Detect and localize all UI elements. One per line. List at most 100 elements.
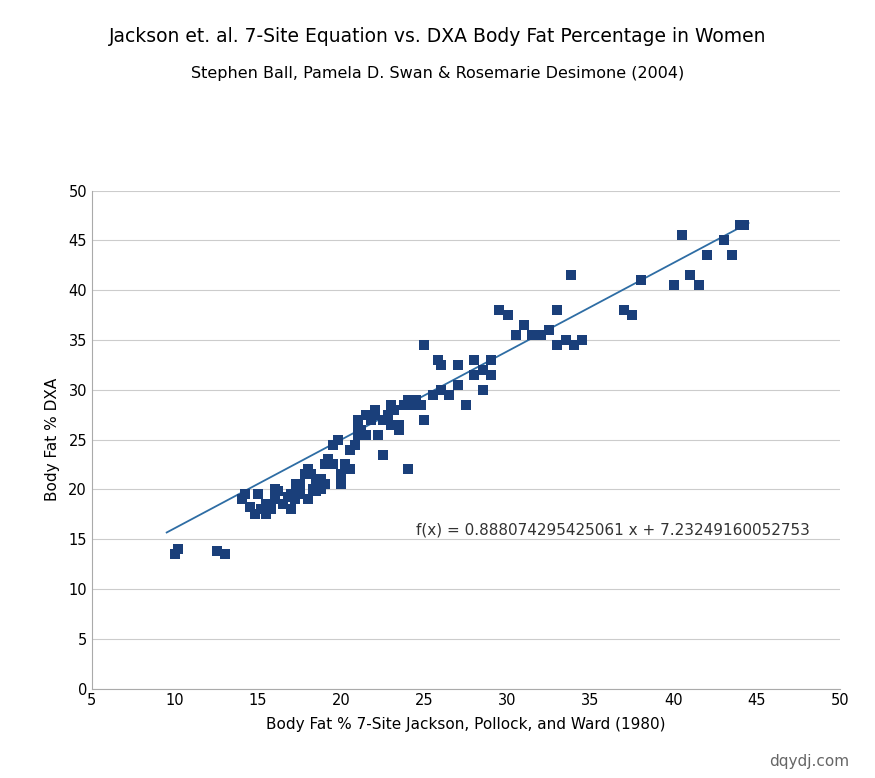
Point	[467, 354, 481, 366]
Point	[318, 458, 332, 471]
Point	[451, 359, 465, 371]
Point	[564, 269, 578, 282]
Point	[243, 501, 257, 513]
Point	[343, 443, 357, 456]
Text: Stephen Ball, Pamela D. Swan & Rosemarie Desimone (2004): Stephen Ball, Pamela D. Swan & Rosemarie…	[191, 66, 684, 81]
Point	[401, 394, 415, 406]
Point	[676, 230, 690, 242]
Point	[334, 468, 348, 481]
Point	[251, 488, 265, 500]
Point	[310, 473, 324, 485]
Point	[724, 249, 738, 261]
Point	[430, 354, 444, 366]
Point	[484, 369, 498, 381]
Point	[534, 329, 548, 342]
Point	[434, 359, 448, 371]
Point	[404, 398, 418, 411]
Point	[617, 304, 631, 317]
Point	[334, 478, 348, 491]
Point	[443, 388, 457, 401]
X-axis label: Body Fat % 7-Site Jackson, Pollock, and Ward (1980): Body Fat % 7-Site Jackson, Pollock, and …	[266, 717, 666, 732]
Point	[376, 413, 390, 426]
Point	[255, 503, 269, 516]
Point	[717, 234, 731, 247]
Point	[238, 488, 252, 500]
Point	[276, 498, 290, 510]
Point	[364, 413, 378, 426]
Point	[248, 508, 262, 520]
Point	[414, 398, 428, 411]
Point	[517, 319, 531, 331]
Point	[354, 423, 368, 436]
Point	[410, 394, 423, 406]
Point	[451, 379, 465, 391]
Point	[459, 398, 473, 411]
Point	[281, 491, 295, 503]
Point	[314, 483, 328, 496]
Point	[467, 369, 481, 381]
Point	[576, 334, 590, 346]
Point	[360, 408, 374, 421]
Point	[381, 408, 395, 421]
Point	[288, 493, 302, 506]
Point	[492, 304, 506, 317]
Point	[567, 338, 581, 351]
Point	[268, 483, 282, 496]
Point	[172, 543, 186, 555]
Point	[426, 388, 440, 401]
Point	[733, 219, 747, 232]
Point	[384, 398, 398, 411]
Point	[306, 483, 320, 496]
Point	[683, 269, 697, 282]
Point	[292, 478, 307, 491]
Point	[550, 338, 564, 351]
Point	[397, 398, 411, 411]
Point	[290, 478, 304, 491]
Text: Jackson et. al. 7-Site Equation vs. DXA Body Fat Percentage in Women: Jackson et. al. 7-Site Equation vs. DXA …	[108, 27, 766, 46]
Point	[351, 419, 365, 431]
Text: f(x) = 0.888074295425061 x + 7.23249160052753: f(x) = 0.888074295425061 x + 7.232491600…	[416, 522, 810, 537]
Point	[401, 463, 415, 475]
Point	[371, 429, 385, 441]
Point	[542, 324, 556, 336]
Point	[351, 429, 365, 441]
Point	[218, 548, 232, 560]
Point	[434, 384, 448, 396]
Point	[298, 468, 311, 481]
Point	[271, 485, 285, 498]
Point	[692, 279, 706, 292]
Point	[509, 329, 523, 342]
Text: dqydj.com: dqydj.com	[768, 754, 849, 769]
Point	[331, 433, 345, 446]
Point	[550, 304, 564, 317]
Point	[268, 493, 282, 506]
Point	[321, 454, 335, 466]
Point	[417, 338, 431, 351]
Point	[310, 485, 324, 498]
Point	[388, 404, 402, 416]
Point	[304, 468, 318, 481]
Point	[476, 363, 490, 376]
Point	[376, 448, 390, 461]
Point	[368, 408, 382, 421]
Point	[559, 334, 573, 346]
Point	[326, 438, 340, 450]
Point	[234, 493, 248, 506]
Y-axis label: Body Fat % DXA: Body Fat % DXA	[45, 378, 60, 501]
Point	[168, 548, 182, 560]
Point	[392, 419, 406, 431]
Point	[310, 478, 324, 491]
Point	[343, 463, 357, 475]
Point	[284, 488, 298, 500]
Point	[264, 503, 278, 516]
Point	[318, 478, 332, 491]
Point	[417, 413, 431, 426]
Point	[476, 384, 490, 396]
Point	[392, 423, 406, 436]
Point	[326, 458, 340, 471]
Point	[737, 219, 751, 232]
Point	[292, 488, 307, 500]
Point	[700, 249, 714, 261]
Point	[284, 503, 298, 516]
Point	[210, 545, 224, 557]
